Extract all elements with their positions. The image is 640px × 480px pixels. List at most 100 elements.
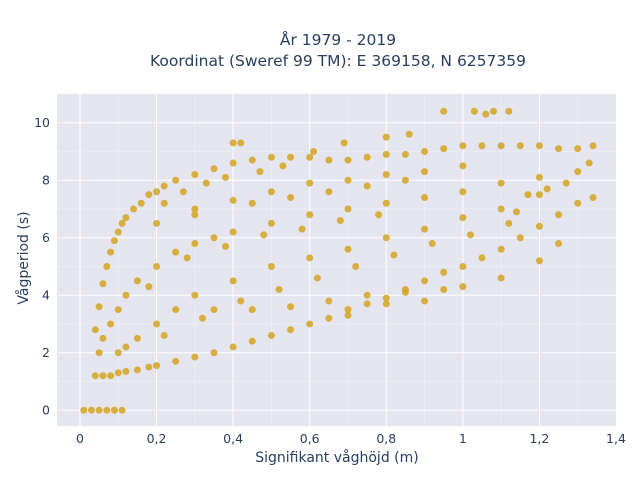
data-point xyxy=(562,179,570,187)
x-tick-label: 1 xyxy=(459,431,467,446)
data-point xyxy=(306,153,314,161)
x-tick-label: 0,8 xyxy=(376,431,396,446)
data-point xyxy=(229,228,237,236)
data-point xyxy=(535,191,543,199)
x-axis-label: Signifikant våghöjd (m) xyxy=(255,449,418,466)
data-point xyxy=(555,211,563,219)
data-point xyxy=(497,179,505,187)
data-point xyxy=(99,372,107,380)
data-point xyxy=(459,283,467,291)
data-points xyxy=(80,107,597,414)
data-point xyxy=(153,262,161,270)
data-point xyxy=(363,182,371,190)
data-point xyxy=(574,145,582,153)
data-point xyxy=(421,168,429,176)
data-point xyxy=(382,234,390,242)
data-point xyxy=(160,199,168,207)
x-tick-label: 1,2 xyxy=(529,431,549,446)
y-tick-label: 10 xyxy=(34,115,50,130)
data-point xyxy=(248,156,256,164)
data-point xyxy=(153,219,161,227)
data-point xyxy=(497,142,505,150)
data-point xyxy=(325,188,333,196)
data-point xyxy=(229,196,237,204)
data-point xyxy=(363,291,371,299)
data-point xyxy=(421,147,429,155)
data-point xyxy=(267,262,275,270)
data-point xyxy=(91,372,99,380)
data-point xyxy=(267,188,275,196)
data-point xyxy=(130,205,138,213)
data-point xyxy=(267,331,275,339)
data-point xyxy=(478,142,486,150)
data-point xyxy=(574,168,582,176)
data-point xyxy=(512,208,520,216)
data-point xyxy=(110,406,118,414)
data-point xyxy=(183,254,191,262)
data-point xyxy=(198,314,206,322)
data-point xyxy=(543,185,551,193)
data-point xyxy=(287,326,295,334)
data-point xyxy=(310,147,318,155)
data-point xyxy=(229,139,237,147)
data-point xyxy=(191,170,199,178)
data-point xyxy=(145,363,153,371)
data-point xyxy=(459,214,467,222)
data-point xyxy=(363,153,371,161)
plot-area xyxy=(57,94,616,426)
data-point xyxy=(555,145,563,153)
data-point xyxy=(237,297,245,305)
data-point xyxy=(382,300,390,308)
data-point xyxy=(459,142,467,150)
y-tick-labels: 0 2 4 6 8 10 xyxy=(34,115,50,417)
x-tick-label: 0,2 xyxy=(147,431,167,446)
data-point xyxy=(382,133,390,141)
data-point xyxy=(313,274,321,282)
data-point xyxy=(306,211,314,219)
data-point xyxy=(467,231,475,239)
data-point xyxy=(287,153,295,161)
data-point xyxy=(114,306,122,314)
data-point xyxy=(122,367,130,375)
data-point xyxy=(440,268,448,276)
data-point xyxy=(107,320,115,328)
data-point xyxy=(114,369,122,377)
data-point xyxy=(482,110,490,118)
data-point xyxy=(421,193,429,201)
data-point xyxy=(459,262,467,270)
data-point xyxy=(122,343,130,351)
data-point xyxy=(99,334,107,342)
data-point xyxy=(145,191,153,199)
data-point xyxy=(172,306,180,314)
data-point xyxy=(114,349,122,357)
data-point xyxy=(122,214,130,222)
data-point xyxy=(489,107,497,115)
data-point xyxy=(172,357,180,365)
data-point xyxy=(191,205,199,213)
data-point xyxy=(298,225,306,233)
data-point xyxy=(306,179,314,187)
data-point xyxy=(325,156,333,164)
data-point xyxy=(95,406,103,414)
data-point xyxy=(505,107,513,115)
data-point xyxy=(535,173,543,181)
data-point xyxy=(574,199,582,207)
data-point xyxy=(382,199,390,207)
data-point xyxy=(344,311,352,319)
data-point xyxy=(336,216,344,224)
data-point xyxy=(382,294,390,302)
data-point xyxy=(153,188,161,196)
y-tick-label: 6 xyxy=(42,230,50,245)
data-point xyxy=(91,326,99,334)
data-point xyxy=(210,349,218,357)
data-point xyxy=(107,372,115,380)
data-point xyxy=(382,150,390,158)
data-point xyxy=(202,179,210,187)
data-point xyxy=(229,343,237,351)
data-point xyxy=(210,306,218,314)
data-point xyxy=(585,159,593,167)
data-point xyxy=(516,234,524,242)
data-point xyxy=(248,306,256,314)
y-tick-label: 2 xyxy=(42,345,50,360)
data-point xyxy=(497,245,505,253)
